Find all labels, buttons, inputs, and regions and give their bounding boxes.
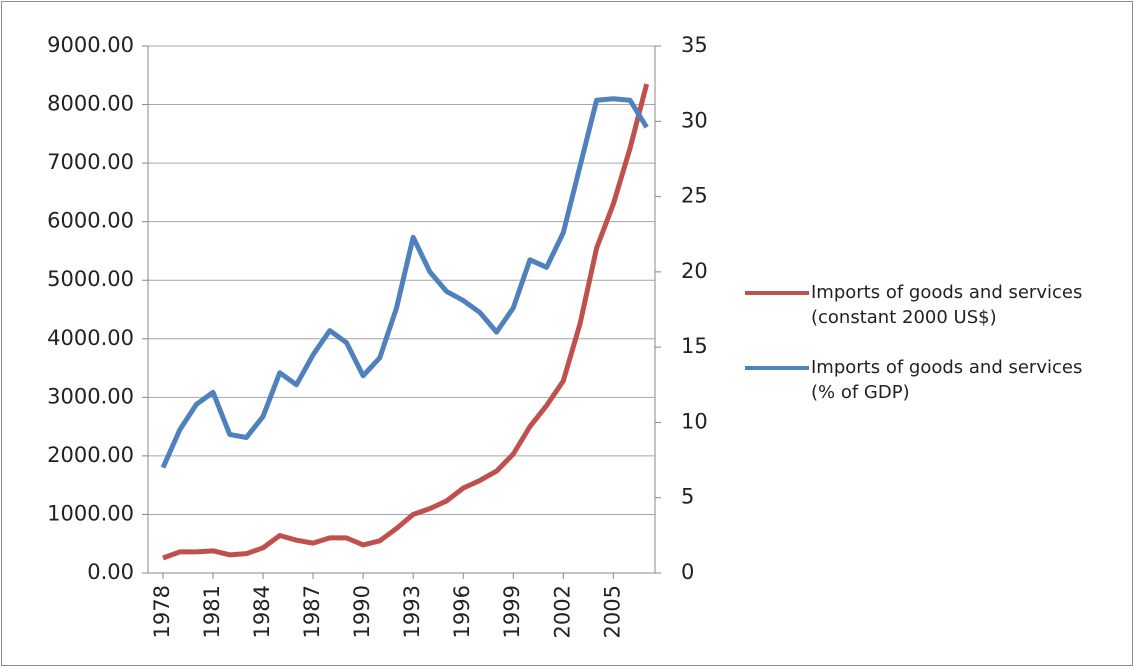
x-tick-label: 2002 bbox=[550, 585, 574, 638]
x-tick-label: 1987 bbox=[300, 585, 324, 638]
x-tick-label: 1984 bbox=[250, 585, 274, 638]
y-tick-label: 3000.00 bbox=[47, 384, 134, 408]
y2-tick-label: 20 bbox=[681, 259, 708, 283]
legend-label: Imports of goods and services (% of GDP) bbox=[811, 357, 1083, 403]
y-tick-label: 1000.00 bbox=[47, 501, 134, 525]
y-tick-label: 5000.00 bbox=[47, 267, 134, 291]
x-tick-label: 1999 bbox=[500, 585, 524, 638]
y2-tick-label: 10 bbox=[681, 409, 708, 433]
y-tick-label: 0.00 bbox=[87, 560, 134, 584]
y-tick-label: 6000.00 bbox=[47, 209, 134, 233]
y2-tick-label: 25 bbox=[681, 184, 708, 208]
y-tick-label: 2000.00 bbox=[47, 443, 134, 467]
y2-tick-label: 35 bbox=[681, 33, 708, 57]
y2-tick-label: 5 bbox=[681, 485, 694, 509]
y-tick-label: 7000.00 bbox=[47, 150, 134, 174]
legend-swatch bbox=[745, 366, 809, 370]
y2-tick-label: 0 bbox=[681, 560, 694, 584]
x-tick-label: 1996 bbox=[450, 585, 474, 638]
series-line bbox=[162, 83, 650, 561]
x-tick-label: 1993 bbox=[400, 585, 424, 638]
legend-swatch bbox=[745, 291, 809, 295]
x-tick-label: 1981 bbox=[200, 585, 224, 638]
series-line bbox=[160, 96, 649, 469]
x-tick-label: 1978 bbox=[150, 585, 174, 638]
y-tick-label: 8000.00 bbox=[47, 92, 134, 116]
x-tick-label: 2005 bbox=[600, 585, 624, 638]
y2-tick-label: 30 bbox=[681, 108, 708, 132]
y2-tick-label: 15 bbox=[681, 334, 708, 358]
y-tick-label: 9000.00 bbox=[47, 33, 134, 57]
legend-label: Imports of goods and services (constant … bbox=[811, 282, 1083, 328]
x-tick-label: 1990 bbox=[350, 585, 374, 638]
y-tick-label: 4000.00 bbox=[47, 326, 134, 350]
